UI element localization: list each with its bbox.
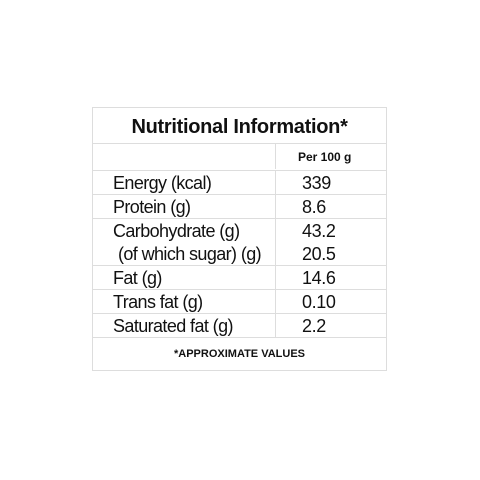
footnote: *APPROXIMATE VALUES bbox=[174, 348, 305, 360]
table-row: Saturated fat (g) 2.2 bbox=[93, 314, 386, 338]
header-empty-cell bbox=[93, 144, 276, 169]
label-cell: Energy (kcal) bbox=[93, 171, 276, 194]
table-title: Nutritional Information* bbox=[93, 108, 386, 144]
label-cell: Carbohydrate (g) (of which sugar) (g) bbox=[93, 219, 276, 265]
table-row: Protein (g) 8.6 bbox=[93, 195, 386, 219]
nutrient-label: Energy (kcal) bbox=[113, 173, 212, 193]
table-row: Fat (g) 14.6 bbox=[93, 266, 386, 290]
nutrient-label: Protein (g) bbox=[113, 197, 191, 217]
nutrient-value: 14.6 bbox=[302, 268, 336, 288]
value-cell: 43.2 20.5 bbox=[276, 219, 386, 265]
value-cell: 0.10 bbox=[276, 290, 386, 313]
nutrient-value: 43.2 bbox=[302, 221, 336, 241]
table-row: Energy (kcal) 339 bbox=[93, 171, 386, 195]
value-cell: 339 bbox=[276, 171, 386, 194]
nutrient-label: Fat (g) bbox=[113, 268, 162, 288]
label-cell: Fat (g) bbox=[93, 266, 276, 289]
label-cell: Saturated fat (g) bbox=[93, 314, 276, 337]
nutrient-value: 8.6 bbox=[302, 197, 326, 217]
rows: Energy (kcal) 339 Protein (g) 8.6 Carbohydra… bbox=[93, 171, 386, 338]
nutrient-label: (of which sugar) (g) bbox=[118, 244, 262, 264]
value-cell: 2.2 bbox=[276, 314, 386, 337]
value-cell: 14.6 bbox=[276, 266, 386, 289]
nutrient-value: 2.2 bbox=[302, 316, 326, 336]
nutrient-label: Trans fat (g) bbox=[113, 292, 203, 312]
column-header: Per 100 g bbox=[298, 150, 352, 164]
table-row: Carbohydrate (g) (of which sugar) (g) 43.2… bbox=[93, 219, 386, 266]
label-cell: Trans fat (g) bbox=[93, 290, 276, 313]
nutrient-label: Saturated fat (g) bbox=[113, 316, 233, 336]
nutrient-value: 0.10 bbox=[302, 292, 336, 312]
nutrition-table: Nutritional Information* Per 100 g Energ… bbox=[92, 107, 387, 371]
nutrient-label: Carbohydrate (g) bbox=[113, 221, 240, 241]
nutrient-value: 20.5 bbox=[302, 244, 336, 264]
value-cell: 8.6 bbox=[276, 195, 386, 218]
header-row: Per 100 g bbox=[93, 144, 386, 171]
nutrient-value: 339 bbox=[302, 173, 331, 193]
table-row: Trans fat (g) 0.10 bbox=[93, 290, 386, 314]
label-cell: Protein (g) bbox=[93, 195, 276, 218]
